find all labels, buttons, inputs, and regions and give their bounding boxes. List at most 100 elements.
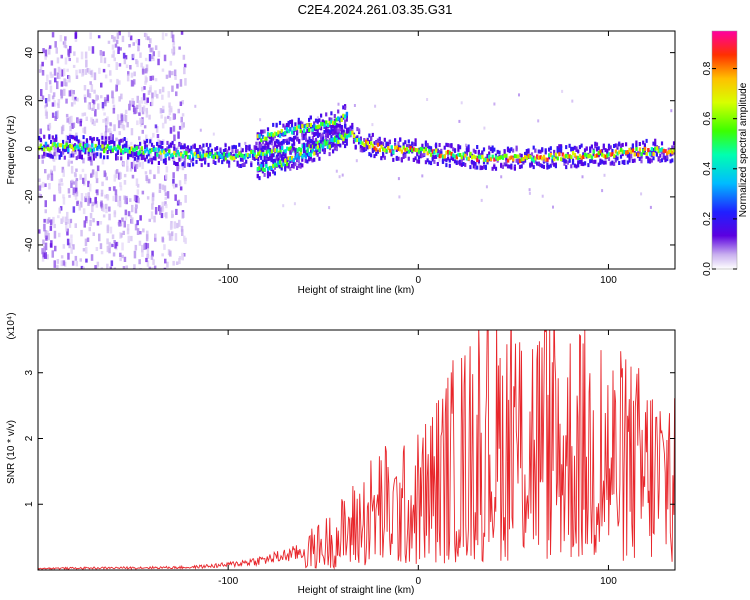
ridge-halo: [404, 154, 407, 159]
ridge-halo: [609, 145, 612, 150]
noise-speckle: [71, 123, 74, 129]
ridge-core: [261, 167, 265, 172]
noise-speckle: [151, 197, 155, 205]
ridge-halo: [67, 145, 70, 149]
noise-speckle: [38, 69, 42, 73]
noise-speckle: [39, 64, 43, 68]
noise-speckle: [92, 149, 95, 156]
ridge-core: [58, 143, 61, 148]
ridge-halo: [311, 145, 314, 150]
ridge-core: [578, 154, 582, 159]
ridge-halo: [642, 140, 645, 145]
ridge-core: [275, 163, 278, 168]
ridge-halo: [606, 150, 609, 155]
ridge-halo: [181, 162, 184, 167]
ridge-core: [268, 165, 272, 170]
ridge-halo: [62, 150, 65, 155]
ridge-core: [123, 147, 126, 152]
ridge-core: [544, 157, 547, 162]
ridge-core: [625, 150, 628, 155]
noise-speckle: [126, 74, 130, 82]
ridge-halo: [501, 164, 504, 169]
ridge-halo: [464, 162, 467, 167]
ridge-halo: [156, 141, 159, 146]
ridge-halo: [260, 161, 263, 166]
ridge-halo: [188, 148, 191, 153]
ridge-halo: [524, 151, 527, 156]
noise-speckle: [177, 199, 181, 204]
noise-speckle: [122, 124, 126, 131]
ridge-halo: [228, 146, 231, 151]
ridge-core: [270, 132, 273, 136]
ridge-halo: [67, 135, 70, 140]
ridge-halo: [228, 163, 231, 168]
ridge-core: [394, 145, 397, 150]
ridge-halo: [273, 134, 276, 139]
ridge-core: [296, 125, 299, 130]
ridge-core: [440, 153, 443, 158]
ridge-halo: [311, 130, 314, 135]
noise-speckle: [164, 201, 167, 206]
ridge-halo: [147, 159, 150, 164]
ridge-halo: [261, 145, 264, 150]
ridge-core: [265, 150, 268, 155]
ridge-halo: [120, 156, 123, 161]
noise-speckle: [70, 238, 73, 246]
ridge-core: [402, 145, 405, 150]
ridge-halo: [344, 105, 347, 110]
noise-speckle: [353, 104, 356, 107]
ridge-halo: [416, 151, 419, 156]
noise-speckle: [100, 95, 103, 99]
ridge-halo: [89, 156, 92, 161]
ridge-halo: [309, 115, 312, 120]
ridge-halo: [284, 125, 287, 130]
ridge-halo: [314, 137, 318, 142]
ridge-core: [395, 145, 399, 150]
noise-speckle: [67, 139, 70, 143]
ridge-halo: [505, 160, 508, 165]
ridge-halo: [571, 146, 575, 151]
ridge-halo: [120, 151, 123, 156]
ridge-core: [162, 150, 166, 155]
ridge-halo: [373, 141, 376, 146]
ridge-halo: [431, 157, 434, 162]
noise-speckle: [137, 147, 140, 155]
ridge-halo: [261, 129, 264, 134]
ridge-halo: [565, 145, 568, 150]
ridge-halo: [140, 156, 143, 161]
noise-speckle: [134, 203, 138, 209]
noise-speckle: [104, 194, 107, 199]
ridge-core: [577, 156, 580, 160]
ridge-halo: [257, 157, 260, 161]
ridge-halo: [560, 149, 563, 154]
ridge-halo: [578, 159, 581, 164]
noise-speckle: [122, 161, 125, 168]
y-tick-label: -40: [24, 237, 35, 252]
ridge-halo: [55, 137, 58, 142]
ridge-halo: [68, 139, 71, 143]
ridge-core: [506, 158, 510, 163]
noise-speckle: [44, 169, 47, 174]
noise-speckle: [101, 102, 105, 109]
noise-speckle: [123, 180, 127, 185]
noise-speckle: [46, 74, 49, 82]
ridge-halo: [650, 158, 653, 163]
ridge-core: [342, 137, 345, 142]
noise-speckle: [138, 100, 141, 108]
ridge-core: [65, 142, 68, 147]
noise-speckle: [146, 243, 150, 249]
ridge-halo: [662, 155, 665, 160]
ridge-core: [659, 148, 662, 153]
noise-speckle: [108, 241, 111, 249]
noise-speckle: [328, 206, 331, 210]
ridge-core: [619, 147, 623, 152]
ridge-halo: [262, 162, 265, 167]
ridge-halo: [525, 153, 528, 158]
noise-speckle: [293, 202, 296, 206]
noise-speckle: [128, 44, 131, 48]
noise-speckle: [149, 75, 152, 81]
ridge-halo: [321, 119, 324, 124]
ridge-halo: [345, 129, 348, 134]
ridge-halo: [87, 152, 90, 157]
ridge-core: [573, 152, 577, 157]
